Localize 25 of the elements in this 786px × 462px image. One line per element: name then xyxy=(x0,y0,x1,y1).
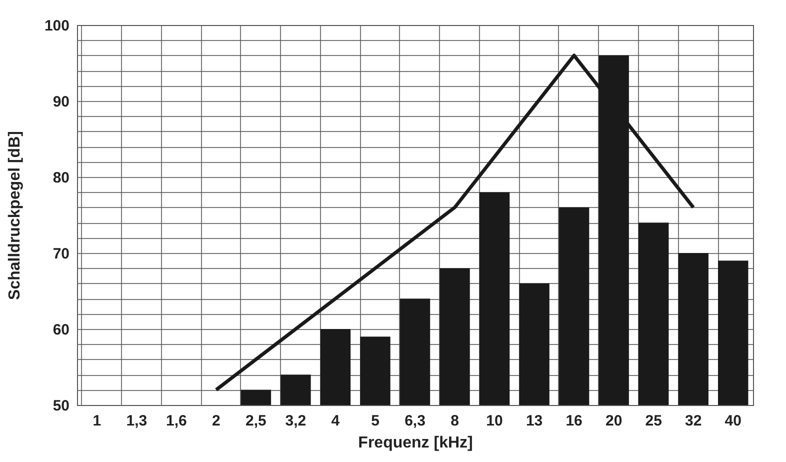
x-tick-label: 20 xyxy=(605,412,622,430)
x-tick-label: 25 xyxy=(645,412,662,430)
x-tick-label: 40 xyxy=(724,412,742,430)
y-tick-label: 80 xyxy=(52,170,70,186)
y-tick-label: 100 xyxy=(44,18,70,34)
x-axis-title: Frequenz [kHz] xyxy=(358,434,473,452)
x-tick-label: 2 xyxy=(212,412,220,430)
x-tick-label: 10 xyxy=(486,412,503,430)
y-tick-label: 90 xyxy=(52,94,70,110)
x-tick-label: 1 xyxy=(92,412,102,430)
x-tick-label: 6,3 xyxy=(404,412,426,430)
x-tick-label: 13 xyxy=(526,412,543,430)
x-tick-label: 4 xyxy=(331,412,340,430)
y-tick-label: 70 xyxy=(52,246,70,262)
x-tick-label: 2,5 xyxy=(246,412,266,430)
x-tick-label: 3,2 xyxy=(285,412,306,430)
x-tick-label: 8 xyxy=(450,412,459,430)
y-axis-title: Schalldruckpegel [dB] xyxy=(6,131,24,300)
x-tick-label: 1,6 xyxy=(166,412,187,430)
x-tick-label: 1,3 xyxy=(126,412,148,430)
x-tick-label: 32 xyxy=(685,412,702,430)
y-tick-label: 50 xyxy=(52,398,70,414)
x-tick-label: 5 xyxy=(371,412,380,430)
y-tick-label: 60 xyxy=(52,322,70,338)
x-tick-label: 16 xyxy=(566,412,582,430)
